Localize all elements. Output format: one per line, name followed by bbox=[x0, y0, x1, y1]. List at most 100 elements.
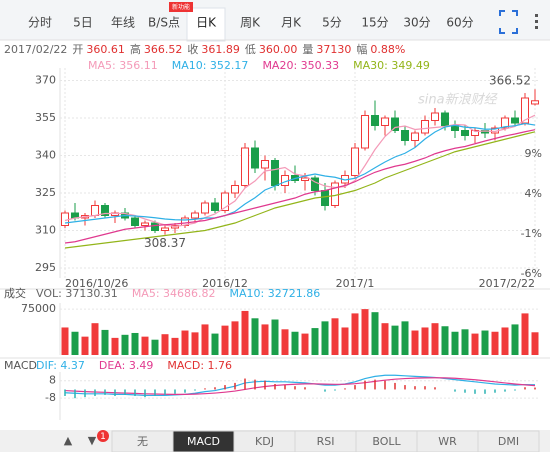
tab[interactable]: 15分 bbox=[361, 16, 388, 30]
indicator-tab-bg bbox=[477, 430, 540, 452]
candle-body bbox=[211, 202, 219, 211]
quote-value: 360.00 bbox=[259, 43, 298, 56]
indicator-tab[interactable]: 无 bbox=[137, 435, 148, 448]
legend-entry: DEA: 3.49 bbox=[99, 359, 153, 372]
badge-bg bbox=[169, 2, 193, 12]
volume-bar bbox=[171, 337, 179, 355]
y-tick-label: 355 bbox=[35, 111, 56, 124]
candle-body bbox=[311, 177, 319, 191]
tab[interactable]: 5分 bbox=[322, 16, 342, 30]
candle-body bbox=[231, 185, 239, 194]
legend-entry: MACD: 1.76 bbox=[167, 359, 232, 372]
y-tick-label: 75000 bbox=[21, 302, 56, 315]
volume-bar bbox=[261, 324, 269, 355]
tab[interactable]: 月K bbox=[281, 16, 302, 30]
volume-bar bbox=[471, 333, 479, 355]
y-tick-label: 8 bbox=[49, 374, 56, 387]
volume-bar bbox=[61, 327, 69, 355]
volume-bar bbox=[481, 330, 489, 355]
tab[interactable]: 周K bbox=[240, 16, 261, 30]
x-tick-label: 2017/2/22 bbox=[479, 277, 535, 290]
volume-bar bbox=[341, 327, 349, 355]
volume-bar bbox=[451, 331, 459, 355]
badge-count: 1 bbox=[100, 432, 106, 442]
candle-body bbox=[401, 130, 409, 141]
volume-bar bbox=[281, 329, 289, 355]
legend-note: MA5: 34686.82 bbox=[132, 287, 216, 300]
indicator-tab[interactable]: BOLL bbox=[372, 435, 401, 448]
volume-bar bbox=[461, 329, 469, 355]
volume-bar bbox=[201, 324, 209, 355]
volume-bar bbox=[331, 318, 339, 355]
arrow-down[interactable]: ▼ bbox=[88, 434, 97, 447]
volume-bar bbox=[81, 336, 89, 355]
quote-value: 0.88% bbox=[370, 43, 405, 56]
quote: 2017/02/22 开 360.61 高 366.52 收 361.89 低 360.00 量 3… bbox=[4, 42, 405, 56]
candle-body bbox=[331, 182, 339, 206]
toolbar bbox=[0, 0, 550, 40]
y-tick-label: 340 bbox=[35, 149, 56, 162]
indicator-tab[interactable]: KDJ bbox=[255, 435, 274, 448]
volume-bar bbox=[151, 339, 159, 355]
fullscreen-icon[interactable] bbox=[499, 10, 518, 34]
volume-bar bbox=[231, 321, 239, 355]
y-tick-label: 295 bbox=[35, 261, 56, 274]
high-label: 366.52 bbox=[489, 74, 531, 88]
volume-bar bbox=[251, 318, 259, 355]
volume-bar bbox=[91, 323, 99, 355]
ma-line bbox=[64, 377, 536, 395]
legend: MA5: 356.11 MA10: 352.17 MA20: 350.33 MA30:… bbox=[88, 59, 430, 72]
panel-title: MACD bbox=[4, 359, 37, 372]
active-tab bbox=[186, 7, 226, 42]
low-label: 308.37 bbox=[144, 236, 186, 250]
candle-body bbox=[191, 212, 199, 219]
volume-bar bbox=[511, 324, 519, 355]
quote-value: 360.61 bbox=[86, 43, 125, 56]
y-tick-label: 310 bbox=[35, 224, 56, 237]
y2-tick-label: 9% bbox=[525, 147, 542, 160]
tab[interactable]: 30分 bbox=[403, 16, 430, 30]
indicator-tab[interactable]: DMI bbox=[498, 435, 519, 448]
indicator-tab[interactable]: WR bbox=[438, 435, 457, 448]
tab[interactable]: 60分 bbox=[446, 16, 473, 30]
candle-body bbox=[201, 202, 209, 214]
quote-label: 幅 bbox=[356, 43, 367, 56]
volume-bar bbox=[361, 309, 369, 355]
volume-bar bbox=[491, 331, 499, 355]
volume-bar bbox=[321, 321, 329, 355]
tab[interactable]: 日K bbox=[196, 16, 217, 30]
indicator-tab[interactable]: RSI bbox=[317, 435, 335, 448]
volume-bar bbox=[141, 336, 149, 355]
indicator-tab[interactable]: MACD bbox=[187, 435, 220, 448]
volume-bar bbox=[521, 313, 529, 355]
quote-value: 361.89 bbox=[201, 43, 240, 56]
ma-line bbox=[64, 122, 536, 224]
candle-body bbox=[161, 227, 169, 231]
ma-line bbox=[64, 374, 536, 397]
volume-bar bbox=[271, 319, 279, 355]
legend-note: MA10: 32721.86 bbox=[230, 287, 321, 300]
candle-body bbox=[261, 160, 269, 169]
candle-body bbox=[301, 177, 309, 181]
legend: DIF: 4.37 DEA: 3.49 MACD: 1.76 bbox=[36, 359, 232, 372]
candle-body bbox=[441, 112, 449, 126]
candle-body bbox=[381, 117, 389, 126]
tab[interactable]: 年线 bbox=[111, 16, 135, 30]
legend-entry: MA30: 349.49 bbox=[353, 59, 430, 72]
candle-body bbox=[511, 117, 519, 124]
candle-body bbox=[431, 112, 439, 121]
tab[interactable]: 5日 bbox=[73, 16, 93, 30]
quote-value: 366.52 bbox=[144, 43, 183, 56]
volume-bar bbox=[301, 333, 309, 355]
quote-date: 2017/02/22 bbox=[4, 43, 67, 56]
settings-icon[interactable] bbox=[535, 14, 538, 29]
volume-bar bbox=[181, 330, 189, 355]
arrow-up[interactable]: ▲ bbox=[64, 434, 73, 447]
tab[interactable]: B/S点 bbox=[148, 16, 180, 30]
ma-line bbox=[64, 114, 536, 228]
volume-bar bbox=[351, 313, 359, 355]
tab[interactable]: 分时 bbox=[28, 16, 52, 30]
candle-body bbox=[421, 120, 429, 134]
